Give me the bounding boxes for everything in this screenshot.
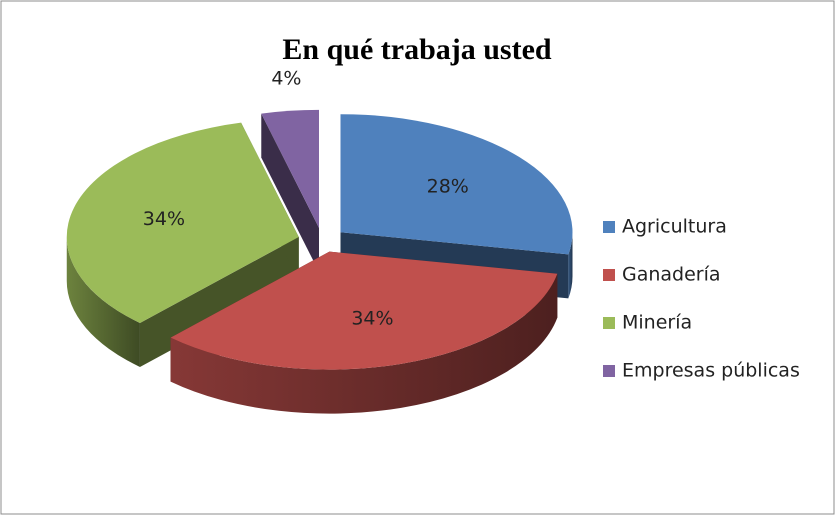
legend-label: Ganadería bbox=[622, 264, 721, 286]
legend-swatch bbox=[603, 317, 615, 329]
legend-label: Agricultura bbox=[622, 216, 727, 238]
legend-label: Empresas públicas bbox=[622, 360, 800, 382]
chart-title: En qué trabaja usted bbox=[282, 33, 552, 66]
data-label: 4% bbox=[271, 67, 301, 89]
pie: 28% 34% 34% 4% bbox=[66, 67, 573, 414]
slice-top bbox=[340, 114, 573, 255]
legend-swatch bbox=[603, 365, 615, 377]
slice-top bbox=[170, 251, 558, 370]
slice bbox=[261, 109, 319, 272]
data-label: 28% bbox=[427, 176, 469, 198]
slice-wall bbox=[170, 273, 558, 414]
slice-top bbox=[66, 122, 299, 323]
slice-wall bbox=[66, 236, 140, 367]
legend: Agricultura Ganadería Minería Empresas públ… bbox=[603, 216, 800, 382]
legend-swatch bbox=[603, 221, 615, 233]
slice-top bbox=[261, 109, 319, 228]
slice bbox=[170, 251, 558, 414]
legend-label: Minería bbox=[622, 312, 692, 334]
slice-wall bbox=[568, 232, 573, 299]
data-label: 34% bbox=[351, 307, 393, 329]
legend-swatch bbox=[603, 269, 615, 281]
data-label: 34% bbox=[143, 208, 185, 230]
slice-side bbox=[261, 113, 319, 272]
